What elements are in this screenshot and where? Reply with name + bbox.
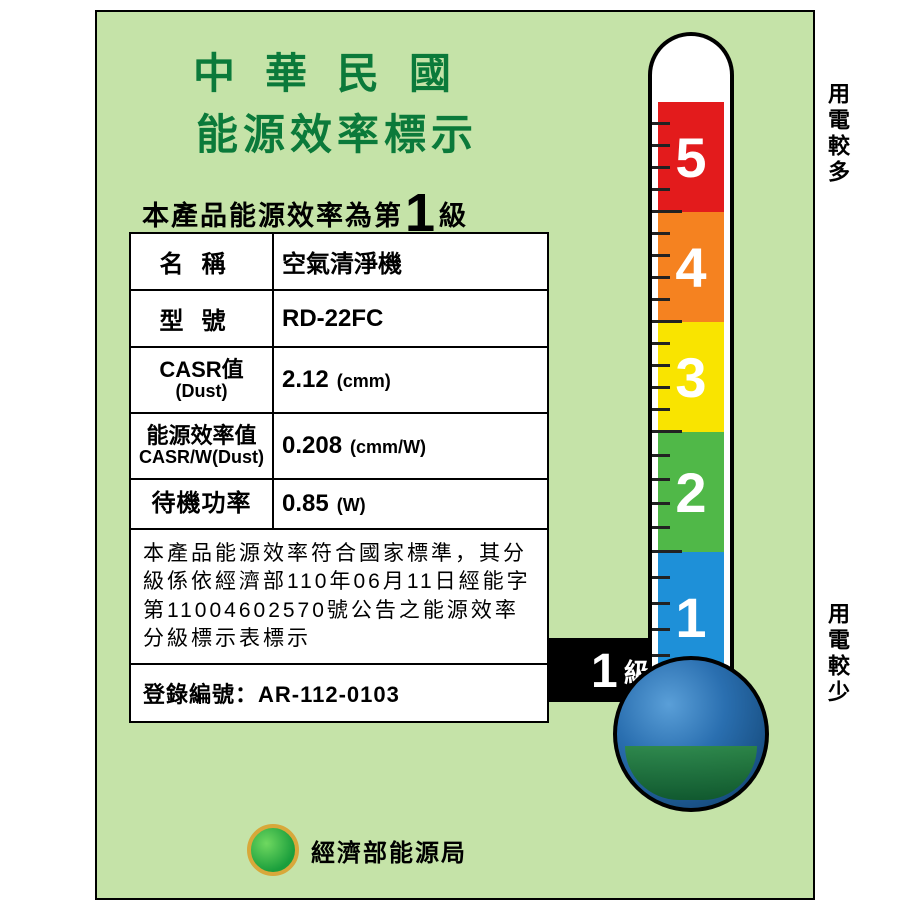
thermometer-segment: 3 [658, 322, 724, 432]
spec-label: CASR值(Dust) [130, 347, 273, 413]
thermometer-segment: 4 [658, 212, 724, 322]
table-row: CASR值(Dust) 2.12(cmm) [130, 347, 548, 413]
spec-label: 型號 [130, 290, 273, 347]
thermometer-bulb-globe-icon [613, 656, 769, 812]
spec-value: 空氣清淨機 [273, 233, 548, 290]
spec-value: 0.208(cmm/W) [273, 413, 548, 479]
bureau-seal-icon [247, 824, 299, 876]
table-registration-row: 登錄編號：AR-112-0103 [130, 664, 548, 722]
thermometer-segment-number: 5 [675, 125, 706, 190]
thermometer-segment-number: 2 [675, 460, 706, 525]
thermometer-segment-number: 4 [675, 235, 706, 300]
grade-suffix: 級 [439, 201, 468, 231]
title-line2: 能源效率標示 [147, 101, 527, 162]
footer: 經濟部能源局 [247, 824, 467, 876]
registration-cell: 登錄編號：AR-112-0103 [130, 664, 548, 722]
table-row: 型號 RD-22FC [130, 290, 548, 347]
spec-label: 能源效率值CASR/W(Dust) [130, 413, 273, 479]
grade-prefix: 本產品能源效率為第 [142, 201, 403, 231]
spec-value: 2.12(cmm) [273, 347, 548, 413]
spec-table: 名稱 空氣清淨機 型號 RD-22FC CASR值(Dust) 2.12(cmm… [129, 232, 549, 723]
compliance-description: 本產品能源效率符合國家標準，其分級係依經濟部110年06月11日經能字第1100… [130, 529, 548, 664]
thermometer-segment: 2 [658, 432, 724, 552]
title-block: 中華民國 能源效率標示 [147, 40, 527, 162]
spec-value: RD-22FC [273, 290, 548, 347]
thermometer: 5 4 3 2 1 [611, 32, 771, 812]
spec-label: 待機功率 [130, 479, 273, 529]
thermometer-segment: 5 [658, 102, 724, 212]
table-row: 名稱 空氣清淨機 [130, 233, 548, 290]
spec-value: 0.85(W) [273, 479, 548, 529]
table-row: 能源效率值CASR/W(Dust) 0.208(cmm/W) [130, 413, 548, 479]
table-row: 待機功率 0.85(W) [130, 479, 548, 529]
thermometer-segment-number: 3 [675, 345, 706, 410]
table-description-row: 本產品能源效率符合國家標準，其分級係依經濟部110年06月11日經能字第1100… [130, 529, 548, 664]
thermometer-tube: 5 4 3 2 1 [648, 32, 734, 672]
footer-authority: 經濟部能源局 [311, 833, 467, 868]
energy-label-card: 中華民國 能源效率標示 本產品能源效率為第 1 級 名稱 空氣清淨機 型號 RD-2… [95, 10, 815, 900]
thermometer-segment-number: 1 [675, 585, 706, 650]
title-line1: 中華民國 [147, 40, 527, 101]
side-text-less-power: 用電較少 [821, 602, 853, 706]
side-text-more-power: 用電較多 [821, 82, 853, 186]
spec-label: 名稱 [130, 233, 273, 290]
